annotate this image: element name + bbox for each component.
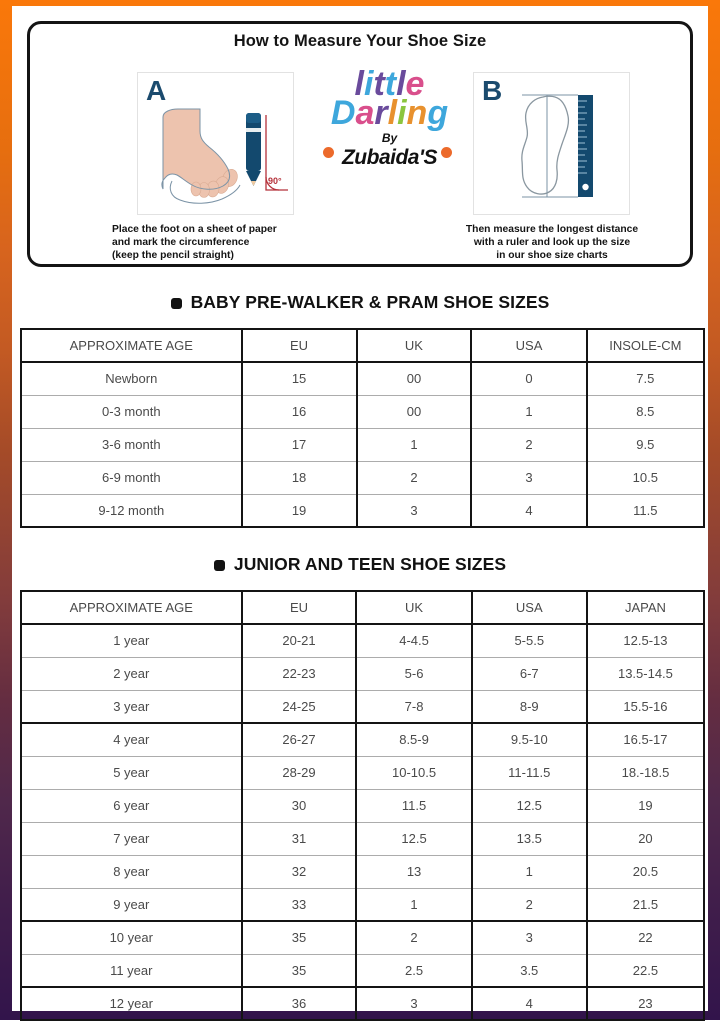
svg-text:90°: 90° — [268, 176, 282, 186]
